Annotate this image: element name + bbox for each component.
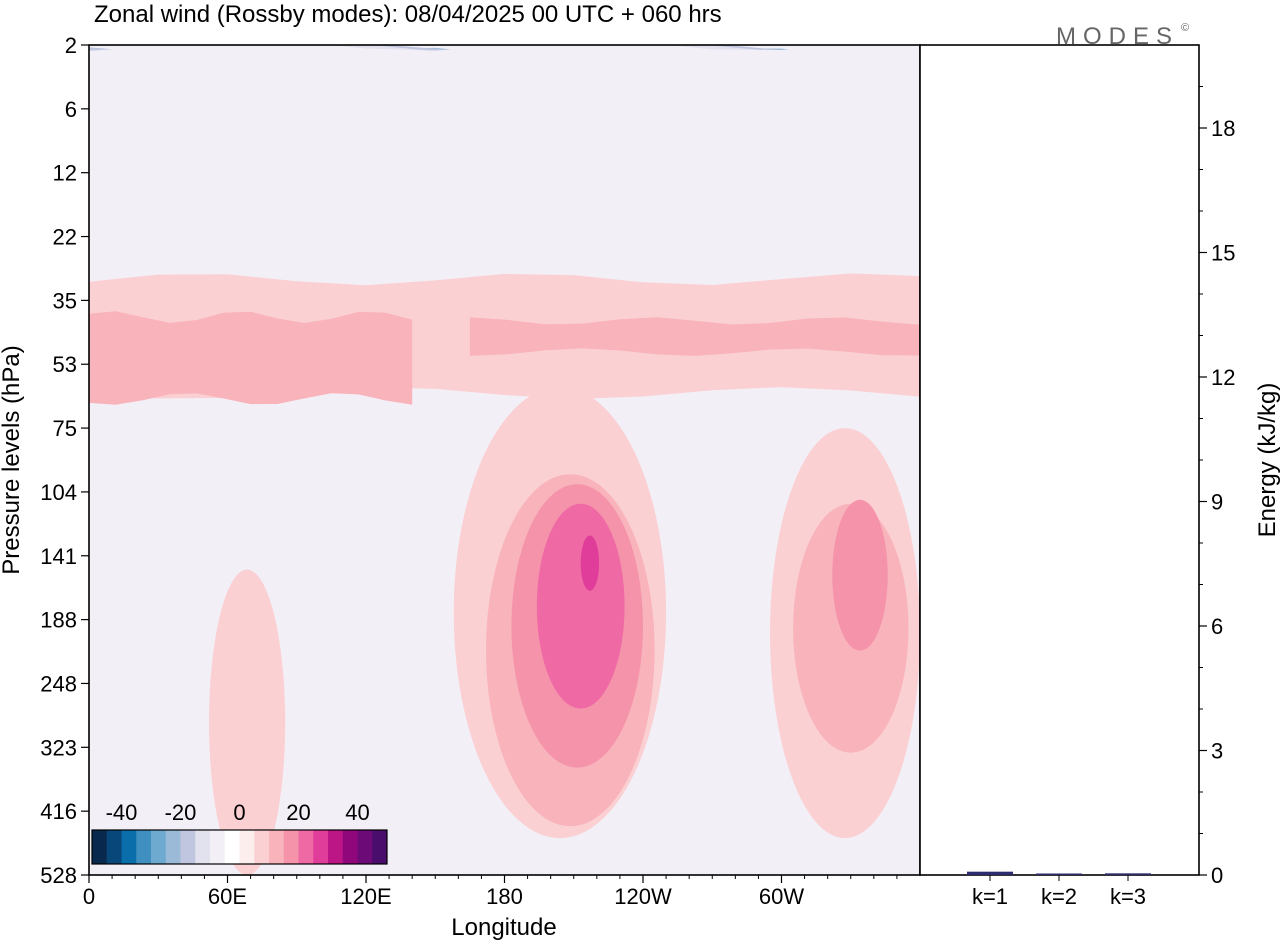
energy-panel: 0 3 6 9 12 15 18 k=1 k=2 k=3 Energy (kJ/kg) <box>919 44 1280 909</box>
contour-blob-24 <box>832 499 888 651</box>
y-axis-title: Pressure levels (hPa) <box>0 345 25 574</box>
chart-title: Zonal wind (Rossby modes): 08/04/2025 00… <box>94 1 722 28</box>
energy-tick-label: 9 <box>1211 490 1223 515</box>
colorbar-swatch <box>151 830 167 864</box>
contour-band-10 <box>89 311 413 405</box>
energy-tick-label: 12 <box>1211 365 1235 390</box>
energy-tick-label: 6 <box>1211 614 1223 639</box>
energy-tick-label: 15 <box>1211 241 1235 266</box>
colorbar-swatch <box>269 830 285 864</box>
x-tick-label: 180 <box>486 884 523 909</box>
colorbar-swatch <box>106 830 122 864</box>
colorbar-swatch <box>180 830 196 864</box>
colorbar-swatch <box>92 830 108 864</box>
y-tick-label: 75 <box>53 416 77 441</box>
colorbar-tick-label: -20 <box>165 800 197 825</box>
y-tick-label: 2 <box>65 33 77 58</box>
colorbar-swatch <box>328 830 344 864</box>
colorbar-swatch <box>165 830 181 864</box>
colorbar-swatch <box>298 830 314 864</box>
colorbar-tick-label: 20 <box>286 800 310 825</box>
modes-logo-mark: © <box>1181 22 1189 34</box>
colorbar-swatch <box>372 830 388 864</box>
energy-tick-label: 18 <box>1211 116 1235 141</box>
x-tick-label: 60E <box>208 884 247 909</box>
contour-blob-13 <box>116 463 251 508</box>
y-tick-label: 12 <box>53 161 77 186</box>
colorbar-swatch <box>357 830 373 864</box>
colorbar-tick-label: 0 <box>233 800 245 825</box>
x-tick-label: 0 <box>83 884 95 909</box>
x-tick-label: 120E <box>340 884 391 909</box>
energy-axis-title: Energy (kJ/kg) <box>1254 383 1280 538</box>
energy-bar <box>967 871 1013 875</box>
x-tick-label: 120W <box>614 884 672 909</box>
y-tick-label: 323 <box>40 735 77 760</box>
contour-regions <box>89 45 920 875</box>
energy-bar <box>1105 873 1151 875</box>
energy-frame <box>919 44 1200 876</box>
y-tick-label: 528 <box>40 863 77 888</box>
energy-bars: k=1 k=2 k=3 <box>967 871 1151 909</box>
x-axis: 0 60E 120E 180 120W 60W <box>83 875 898 909</box>
colorbar-swatch <box>210 830 226 864</box>
colorbar-swatch <box>224 830 240 864</box>
contour-blob-26 <box>580 535 600 591</box>
colorbar-tick-label: 40 <box>345 800 369 825</box>
y-tick-label: 53 <box>53 352 77 377</box>
contour-blob-12 <box>308 499 413 671</box>
colorbar-swatch <box>121 830 137 864</box>
energy-bar <box>1036 873 1082 875</box>
colorbar-frame <box>91 829 388 865</box>
contour-blob-20 <box>209 569 286 875</box>
energy-category-label: k=1 <box>972 884 1008 909</box>
colorbar: -40 -20 0 20 40 <box>91 800 388 865</box>
contour-blob-16 <box>643 820 713 875</box>
contour-blob-25 <box>536 503 625 709</box>
energy-tick-label: 3 <box>1211 739 1223 764</box>
colorbar-swatch <box>283 830 299 864</box>
y-tick-label: 35 <box>53 288 77 313</box>
energy-category-label: k=3 <box>1110 884 1146 909</box>
y-tick-label: 416 <box>40 799 77 824</box>
contour-blob-17 <box>885 807 920 875</box>
heatmap-plot: 0 60E 120E 180 120W 60W 2 6 12 22 35 53 75 104 141 188… <box>0 33 921 941</box>
colorbar-swatch <box>342 830 358 864</box>
y-tick-label: 104 <box>40 480 77 505</box>
colorbar-swatch <box>136 830 152 864</box>
y-tick-label: 248 <box>40 671 77 696</box>
colorbar-swatch <box>195 830 211 864</box>
y-tick-label: 6 <box>65 97 77 122</box>
colorbar-swatch <box>254 830 270 864</box>
x-tick-label: 60W <box>759 884 804 909</box>
contour-band-11 <box>469 317 920 356</box>
contour-band-8 <box>89 45 920 271</box>
energy-tick-label: 0 <box>1211 863 1223 888</box>
y-tick-label: 141 <box>40 544 77 569</box>
colorbar-swatch <box>313 830 329 864</box>
energy-category-label: k=2 <box>1041 884 1077 909</box>
energy-axis: 0 3 6 9 12 15 18 <box>1199 86 1235 888</box>
x-axis-title: Longitude <box>451 914 556 941</box>
y-tick-label: 188 <box>40 608 77 633</box>
y-tick-label: 22 <box>53 225 77 250</box>
y-axis: 2 6 12 22 35 53 75 104 141 188 248 323 416 528 <box>40 33 89 888</box>
colorbar-tick-label: -40 <box>106 800 138 825</box>
colorbar-swatch <box>239 830 255 864</box>
